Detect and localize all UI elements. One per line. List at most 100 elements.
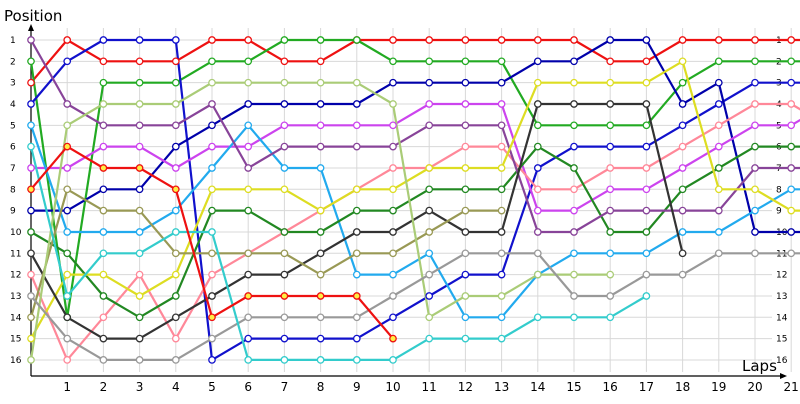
data-point xyxy=(678,270,687,279)
data-point xyxy=(244,57,253,66)
x-tick-label: 15 xyxy=(566,380,581,394)
data-point xyxy=(244,206,253,215)
data-point xyxy=(787,164,796,172)
data-point xyxy=(606,228,615,236)
data-point xyxy=(497,334,506,343)
data-point xyxy=(63,313,72,322)
data-point xyxy=(352,78,361,87)
data-point xyxy=(678,185,687,194)
data-point xyxy=(787,206,796,215)
series-markers xyxy=(27,36,796,364)
data-point xyxy=(606,78,615,87)
data-point xyxy=(171,206,180,215)
data-point xyxy=(714,57,723,66)
data-point xyxy=(642,121,651,130)
data-point xyxy=(171,100,180,108)
data-point xyxy=(352,313,361,322)
data-point xyxy=(99,292,108,300)
y-tick-label-right: 16 xyxy=(776,356,788,366)
data-point xyxy=(461,121,470,130)
data-point xyxy=(787,57,796,66)
data-point xyxy=(461,142,470,151)
data-point xyxy=(570,142,578,151)
data-point xyxy=(352,142,361,151)
data-point xyxy=(678,78,687,87)
data-point xyxy=(425,164,434,172)
data-point xyxy=(171,57,180,66)
data-point xyxy=(316,270,325,279)
data-point xyxy=(497,270,506,279)
data-point xyxy=(642,100,651,108)
data-point xyxy=(714,206,723,215)
data-point xyxy=(63,36,72,44)
data-point xyxy=(208,334,216,343)
data-point xyxy=(208,36,216,44)
data-point xyxy=(352,206,361,215)
y-tick-label-left: 13 xyxy=(10,292,21,302)
data-point xyxy=(280,334,289,343)
data-point xyxy=(135,121,144,130)
data-point xyxy=(389,121,397,130)
data-point xyxy=(642,142,651,151)
data-point xyxy=(425,228,434,236)
data-point xyxy=(280,185,289,194)
data-point xyxy=(27,334,35,343)
data-point xyxy=(533,121,542,130)
series-lines xyxy=(29,38,800,361)
x-tick-label: 9 xyxy=(353,380,361,394)
data-point xyxy=(280,57,289,66)
data-point xyxy=(316,206,325,215)
data-point xyxy=(497,78,506,87)
data-point xyxy=(642,270,651,279)
data-point xyxy=(533,100,542,108)
data-point xyxy=(570,78,578,87)
data-point xyxy=(208,228,216,236)
data-point xyxy=(99,185,108,194)
data-point xyxy=(280,121,289,130)
data-point xyxy=(280,270,289,279)
data-point xyxy=(27,185,35,194)
data-point xyxy=(208,249,216,258)
data-point xyxy=(570,228,578,236)
data-point xyxy=(461,249,470,258)
data-point xyxy=(389,142,397,151)
x-tick-label: 10 xyxy=(385,380,400,394)
data-point xyxy=(280,228,289,236)
data-point xyxy=(171,121,180,130)
data-point xyxy=(316,356,325,364)
data-point xyxy=(352,36,361,44)
data-point xyxy=(461,78,470,87)
data-point xyxy=(570,36,578,44)
data-point xyxy=(389,334,397,343)
data-point xyxy=(642,206,651,215)
data-point xyxy=(316,334,325,343)
series-line xyxy=(31,102,800,212)
data-point xyxy=(208,164,216,172)
data-point xyxy=(606,292,615,300)
data-point xyxy=(714,249,723,258)
data-point xyxy=(678,249,687,258)
data-point xyxy=(63,356,72,364)
y-tick-label-right: 12 xyxy=(776,271,787,281)
data-point xyxy=(714,185,723,194)
x-tick-label: 13 xyxy=(494,380,509,394)
data-point xyxy=(642,228,651,236)
data-point xyxy=(27,228,35,236)
y-tick-label-left: 11 xyxy=(10,249,21,259)
data-point xyxy=(171,313,180,322)
data-point xyxy=(99,121,108,130)
data-point xyxy=(208,100,216,108)
data-point xyxy=(497,164,506,172)
data-point xyxy=(63,57,72,66)
data-point xyxy=(135,100,144,108)
data-point xyxy=(678,57,687,66)
data-point xyxy=(280,142,289,151)
data-point xyxy=(533,57,542,66)
data-point xyxy=(606,185,615,194)
data-point xyxy=(533,206,542,215)
data-point xyxy=(135,57,144,66)
data-point xyxy=(135,206,144,215)
data-point xyxy=(425,270,434,279)
y-tick-label-left: 1 xyxy=(10,36,16,46)
